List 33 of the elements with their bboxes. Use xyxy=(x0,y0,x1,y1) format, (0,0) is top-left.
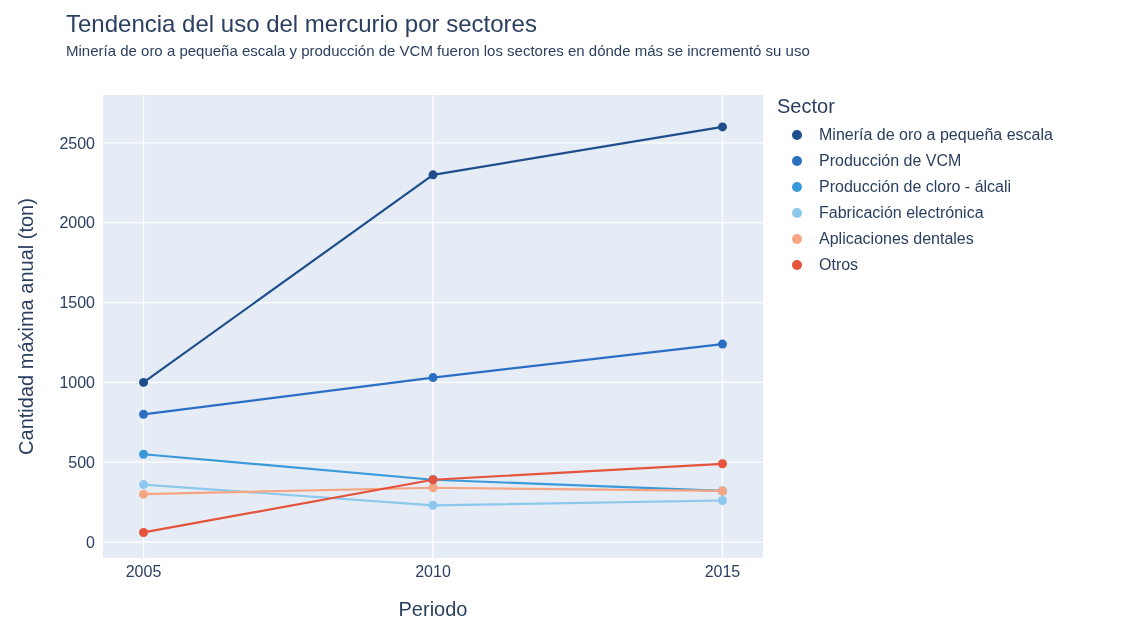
y-tick-label: 2000 xyxy=(59,214,96,232)
legend-label: Producción de VCM xyxy=(819,152,962,170)
y-axis-title: Cantidad máxima anual (ton) xyxy=(15,198,38,455)
point xyxy=(717,339,727,349)
point xyxy=(139,489,149,499)
x-tick-label: 2010 xyxy=(415,563,451,581)
point xyxy=(428,170,438,180)
x-tick-label: 2015 xyxy=(704,563,741,581)
y-tick-label: 1500 xyxy=(59,294,96,312)
point xyxy=(139,409,149,419)
y-tick-label: 0 xyxy=(86,533,96,551)
point xyxy=(139,527,149,537)
y-tick-label: 1000 xyxy=(59,374,96,392)
chart-title: Tendencia del uso del mercurio por sectores xyxy=(66,10,537,38)
point xyxy=(139,377,149,387)
y-tick-label: 2500 xyxy=(59,134,96,152)
chart-subtitle: Minería de oro a pequeña escala y producción de VCM fueron los sectores en dónde más se incrementó su uso xyxy=(66,42,810,59)
point xyxy=(428,373,438,383)
point xyxy=(139,480,149,490)
point xyxy=(717,496,727,506)
point xyxy=(717,459,727,469)
x-axis-title: Periodo xyxy=(398,598,468,620)
x-tick-label: 2005 xyxy=(125,563,162,581)
legend-title: Sector xyxy=(777,95,836,118)
legend-label: Otros xyxy=(819,256,859,274)
legend-label: Aplicaciones dentales xyxy=(819,230,974,248)
legend-label: Producción de cloro - álcali xyxy=(819,178,1012,196)
y-tick-label: 500 xyxy=(68,453,96,471)
point xyxy=(139,449,149,459)
legend-label: Fabricación electrónica xyxy=(819,204,984,222)
point xyxy=(428,500,438,510)
legend-label: Minería de oro a pequeña escala xyxy=(819,126,1053,144)
point xyxy=(717,122,727,132)
